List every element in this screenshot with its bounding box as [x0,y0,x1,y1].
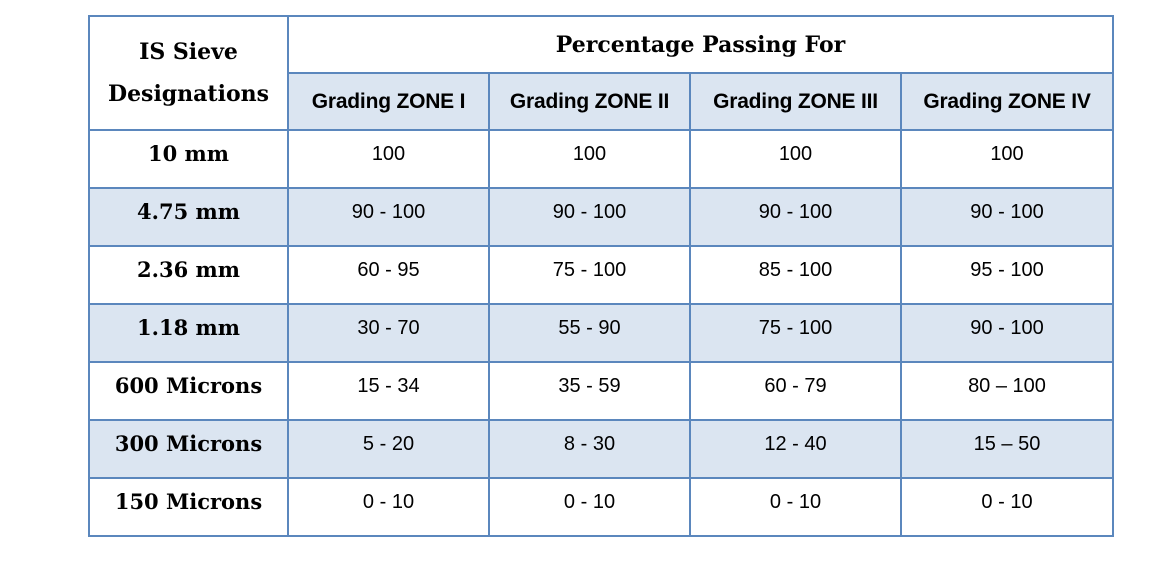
header-row-top: IS Sieve Designations Percentage Passing… [88,15,1114,131]
zone-2-value: 0 - 10 [488,477,691,537]
sieve-size-cell: 4.75 mm [88,187,289,247]
table-row: 1.18 mm 30 - 70 55 - 90 75 - 100 90 - 10… [88,303,1114,363]
percentage-passing-header: Percentage Passing For [287,15,1114,74]
value-text: 90 - 100 [351,200,426,223]
value-text: 75 - 100 [552,258,627,281]
zone-2-value: 55 - 90 [488,303,691,363]
zone-4-value: 95 - 100 [900,245,1114,305]
zone-1-value: 5 - 20 [287,419,490,479]
zone-1-value: 100 [287,129,490,189]
sieve-size-label: 10 mm [148,140,229,166]
sieve-designation-header: IS Sieve Designations [88,15,289,131]
value-text: 8 - 30 [563,432,616,455]
zone-4-header: Grading ZONE IV [900,72,1114,131]
zone-3-value: 0 - 10 [689,477,902,537]
zone-1-value: 30 - 70 [287,303,490,363]
zone-4-value: 0 - 10 [900,477,1114,537]
zone-2-value: 75 - 100 [488,245,691,305]
value-text: 90 - 100 [552,200,627,223]
zone-3-value: 12 - 40 [689,419,902,479]
sieve-size-label: 2.36 mm [137,256,240,282]
zone-1-value: 90 - 100 [287,187,490,247]
value-text: 90 - 100 [970,316,1044,339]
sieve-size-cell: 150 Microns [88,477,289,537]
value-text: 80 – 100 [968,374,1046,397]
value-text: 15 – 50 [973,432,1041,455]
zone-1-value: 15 - 34 [287,361,490,421]
value-text: 90 - 100 [970,200,1044,223]
header-row-zones: Grading ZONE I Grading ZONE II Grading Z… [89,72,1114,131]
zone-3-value: 100 [689,129,902,189]
table-row: 150 Microns 0 - 10 0 - 10 0 - 10 0 - 10 [88,477,1114,537]
sieve-size-cell: 2.36 mm [88,245,289,305]
table-row: 10 mm 100 100 100 100 [88,129,1114,189]
zone-4-value: 80 – 100 [900,361,1114,421]
sieve-size-label: 1.18 mm [137,314,240,340]
zone-4-value: 100 [900,129,1114,189]
sieve-size-cell: 600 Microns [88,361,289,421]
value-text: 0 - 10 [769,490,822,513]
sieve-size-label: 4.75 mm [137,198,240,224]
sieve-size-label: 150 Microns [114,488,263,514]
sieve-size-cell: 1.18 mm [88,303,289,363]
table-row: 600 Microns 15 - 34 35 - 59 60 - 79 80 –… [88,361,1114,421]
table-row: 300 Microns 5 - 20 8 - 30 12 - 40 15 – 5… [88,419,1114,479]
zone-3-value: 75 - 100 [689,303,902,363]
zone-3-value: 85 - 100 [689,245,902,305]
zone-2-value: 100 [488,129,691,189]
zone-2-value: 35 - 59 [488,361,691,421]
sieve-size-label: 600 Microns [114,372,263,398]
value-text: 0 - 10 [563,490,616,513]
value-text: 5 - 20 [362,432,415,455]
zone-1-header: Grading ZONE I [287,72,490,131]
sieve-size-cell: 10 mm [88,129,289,189]
value-text: 55 - 90 [558,316,621,339]
value-text: 100 [371,142,406,165]
zone-1-value: 60 - 95 [287,245,490,305]
zone-2-header: Grading ZONE II [488,72,691,131]
sieve-header-line2: Designations [107,81,270,107]
value-text: 60 - 79 [764,374,827,397]
sieve-size-cell: 300 Microns [88,419,289,479]
value-text: 35 - 59 [558,374,621,397]
value-text: 100 [990,142,1024,165]
grading-table: IS Sieve Designations Percentage Passing… [88,15,1114,537]
value-text: 0 - 10 [362,490,415,513]
sieve-header-line1: IS Sieve [139,39,238,65]
zone-2-value: 8 - 30 [488,419,691,479]
value-text: 100 [778,142,813,165]
zone-3-value: 60 - 79 [689,361,902,421]
value-text: 100 [572,142,607,165]
zone-4-value: 15 – 50 [900,419,1114,479]
zone-3-value: 90 - 100 [689,187,902,247]
zone-4-value: 90 - 100 [900,187,1114,247]
value-text: 95 - 100 [970,258,1044,281]
value-text: 12 - 40 [764,432,827,455]
zone-3-header: Grading ZONE III [689,72,902,131]
value-text: 90 - 100 [758,200,833,223]
table-row: 4.75 mm 90 - 100 90 - 100 90 - 100 90 - … [88,187,1114,247]
value-text: 85 - 100 [758,258,833,281]
value-text: 60 - 95 [357,258,420,281]
sieve-size-label: 300 Microns [114,430,263,456]
value-text: 75 - 100 [758,316,833,339]
zone-2-value: 90 - 100 [488,187,691,247]
zone-4-value: 90 - 100 [900,303,1114,363]
value-text: 15 - 34 [357,374,420,397]
zone-1-value: 0 - 10 [287,477,490,537]
table-row: 2.36 mm 60 - 95 75 - 100 85 - 100 95 - 1… [88,245,1114,305]
value-text: 30 - 70 [357,316,420,339]
value-text: 0 - 10 [981,490,1033,513]
